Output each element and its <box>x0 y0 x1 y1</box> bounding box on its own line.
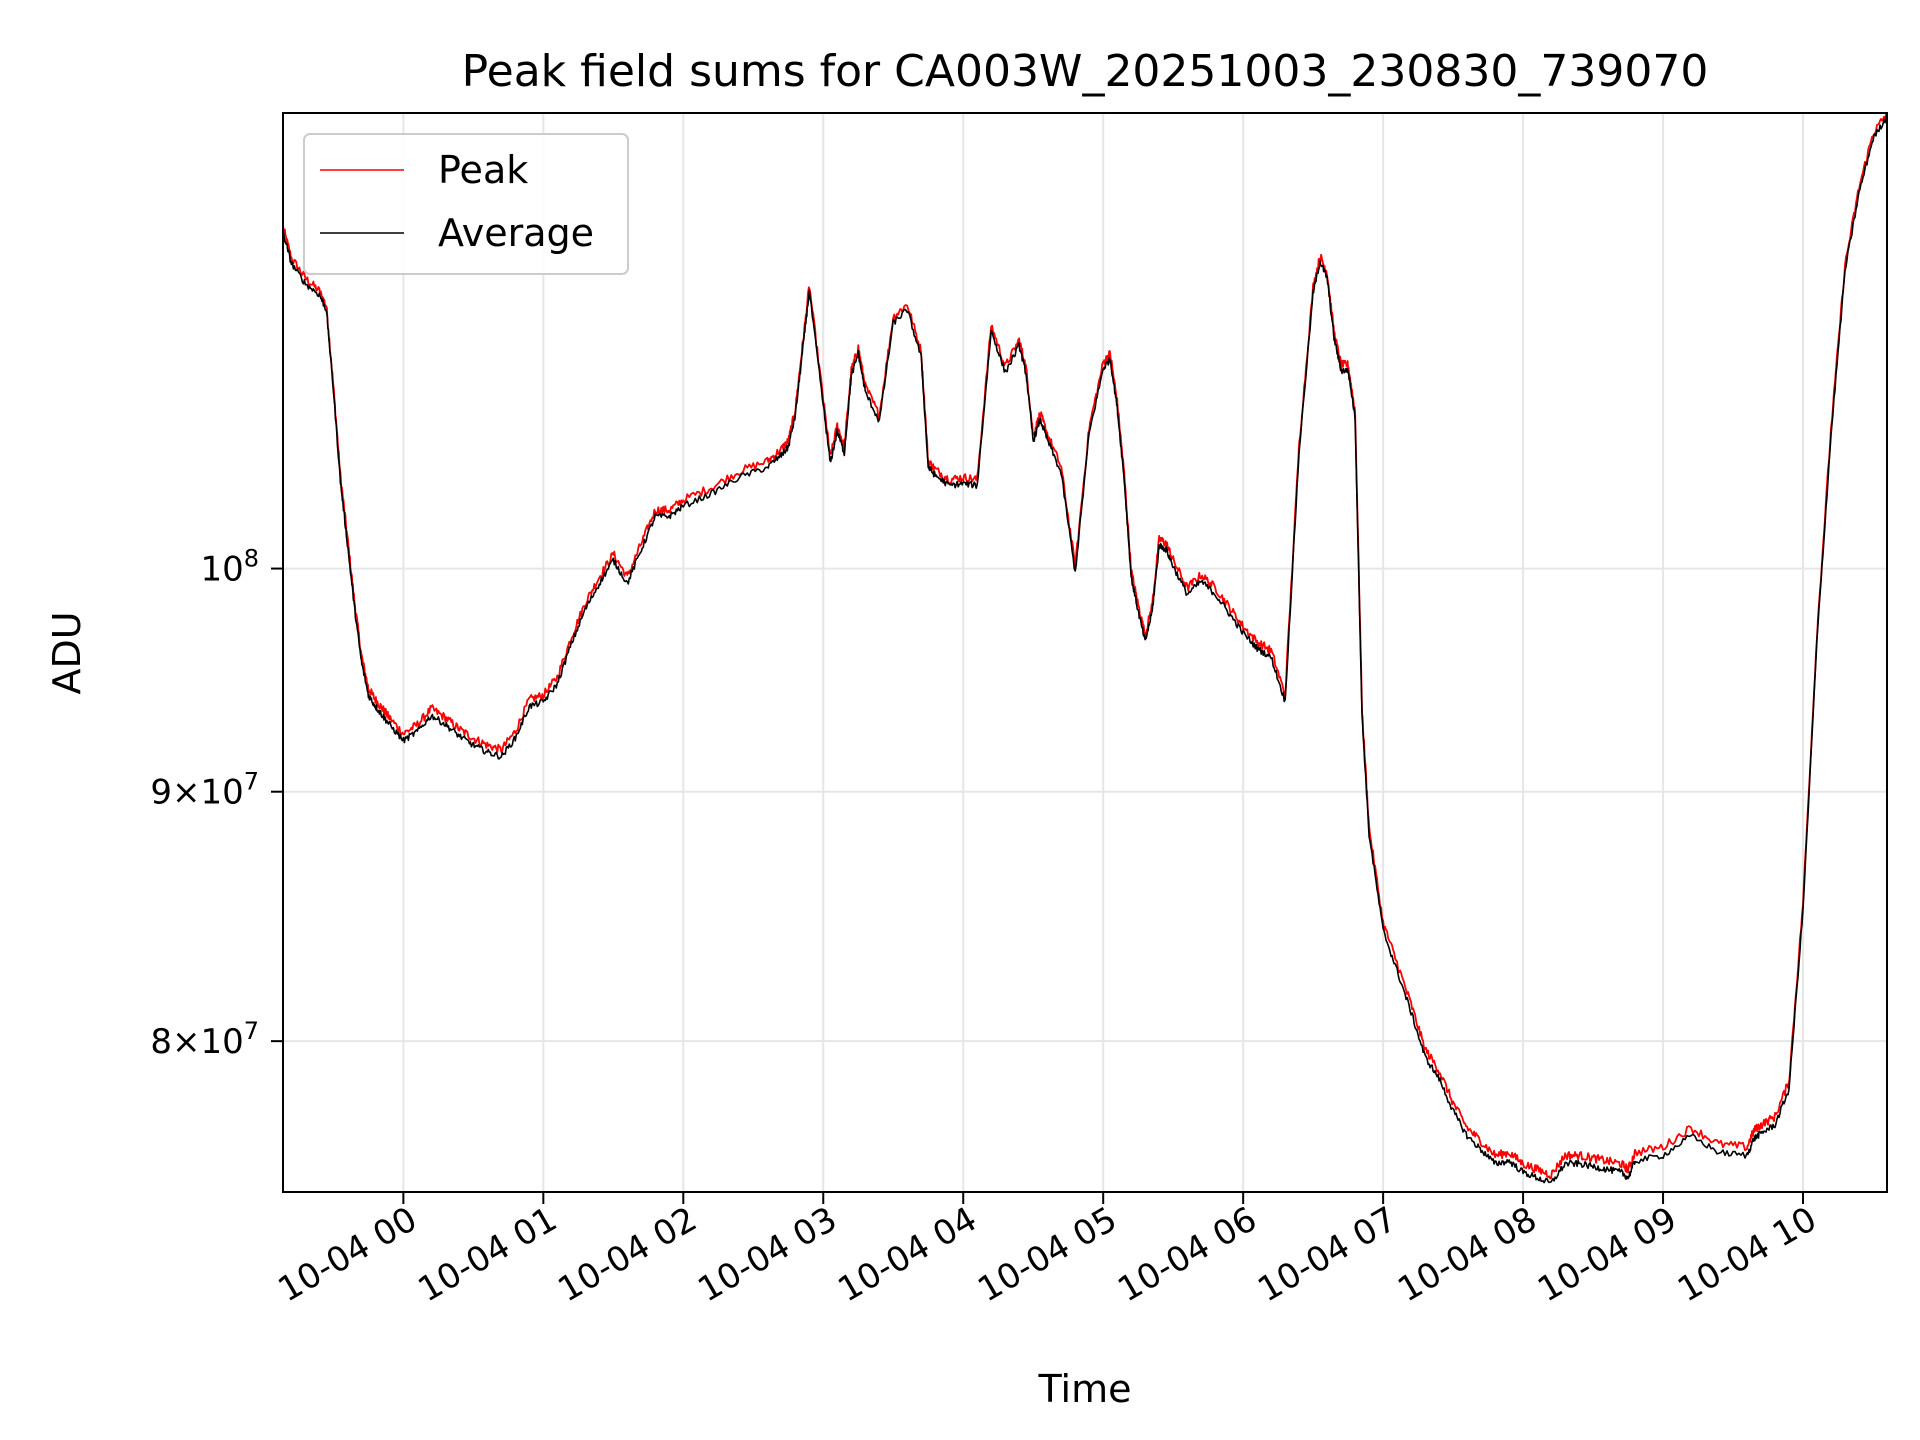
x-axis-label: Time <box>1038 1367 1132 1411</box>
y-axis-ticks: 8×107 9×107 108 <box>150 545 283 1062</box>
grid <box>283 113 1887 1192</box>
legend: Peak Average <box>303 133 629 275</box>
y-tick-label: 8×107 <box>150 1017 259 1062</box>
series-line-peak <box>283 113 1887 1180</box>
legend-label-peak: Peak <box>438 148 528 192</box>
y-tick-label: 108 <box>200 545 259 590</box>
series-layer <box>283 113 1887 1184</box>
plot-frame <box>282 112 1888 1193</box>
y-axis-label: ADU <box>45 611 89 694</box>
legend-box <box>303 133 629 275</box>
series-line-average <box>283 115 1887 1184</box>
chart-title: Peak field sums for CA003W_20251003_2308… <box>462 46 1709 97</box>
legend-label-average: Average <box>438 211 594 255</box>
y-tick-label: 9×107 <box>150 768 259 813</box>
